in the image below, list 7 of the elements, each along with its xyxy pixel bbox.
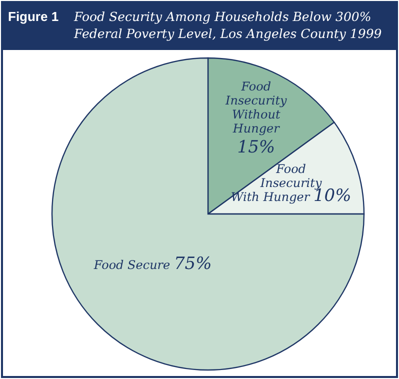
data-label: 15% xyxy=(237,137,276,158)
caption: Figure 1 xyxy=(8,9,59,24)
data-label: 75% xyxy=(174,254,212,274)
pie-slice xyxy=(52,57,365,370)
slice-label: Food Secure xyxy=(94,258,170,272)
slice-label: Food Insecurity Without Hunger xyxy=(224,79,288,136)
chart-title: Food Security Among Households Below 300% Federal Poverty Level, Los Angeles County 1999 xyxy=(73,9,382,41)
